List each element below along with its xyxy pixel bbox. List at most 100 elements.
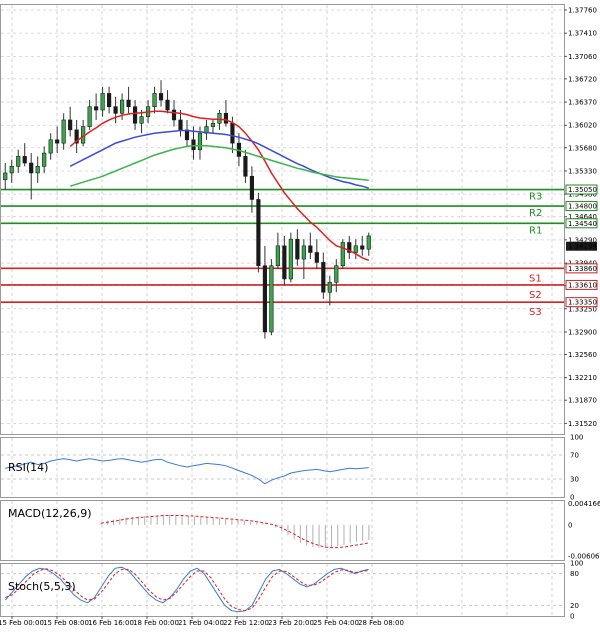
candle-body (139, 116, 144, 124)
y-tick-label: 1.34980 (568, 191, 597, 199)
candle-body (301, 245, 306, 260)
candle-body (22, 156, 27, 164)
level-price-box (565, 201, 598, 212)
y-tick-label: 1.36020 (568, 122, 597, 130)
candle-body (197, 132, 203, 151)
candle-body (9, 166, 14, 174)
candle-body (230, 122, 235, 144)
rsi-tick-label: 100 (570, 434, 583, 442)
stoch-d-line (5, 568, 369, 612)
candle-body (210, 122, 216, 127)
macd-title: MACD(12,26,9) (8, 507, 92, 520)
time-label: 22 Feb 12:00 (223, 619, 269, 627)
stoch-title: Stoch(5,5,3) (8, 580, 76, 593)
panel-macd (0, 500, 565, 561)
level-price-label: 1.34800 (568, 203, 597, 211)
time-label: 18 Feb 00:00 (133, 619, 179, 627)
level-price-label: 1.34540 (568, 220, 597, 228)
candle-body (334, 265, 339, 283)
candle-body (347, 242, 352, 253)
candle-body (100, 93, 105, 111)
y-tick-label: 1.35680 (568, 144, 597, 152)
candle-body (308, 245, 313, 253)
time-label: 15 Feb 00:00 (0, 619, 44, 627)
candle-body (314, 252, 319, 263)
macd-tick-label: -0.006068 (568, 553, 600, 561)
candle-body (269, 265, 274, 333)
candle-body (178, 119, 183, 131)
stoch-k-line (5, 566, 369, 613)
candle-body (256, 199, 261, 267)
candle-body (249, 175, 254, 200)
candle-body (223, 113, 229, 124)
level-name-r1: R1 (529, 225, 542, 236)
current-price-label: 1.34194 (568, 243, 597, 251)
y-tick-label: 1.34290 (568, 236, 597, 244)
level-price-box (565, 218, 598, 229)
candle-body (243, 156, 248, 177)
current-price-box (566, 241, 597, 251)
candle-body (152, 93, 157, 107)
stoch-tick-label: 0 (570, 613, 574, 621)
candle-body (29, 162, 34, 174)
panel-main (0, 4, 565, 435)
level-price-label: 1.33860 (568, 265, 597, 273)
rsi-tick-label: 30 (570, 476, 579, 484)
level-name-s2: S2 (529, 290, 542, 301)
level-price-box (565, 279, 598, 290)
candle-body (74, 129, 79, 144)
candle-body (3, 172, 8, 180)
level-price-box (565, 184, 598, 195)
level-price-box (565, 263, 598, 274)
candle-body (288, 238, 293, 280)
level-price-box (565, 297, 598, 308)
candle-body (132, 106, 138, 124)
stoch-tick-label: 100 (570, 560, 583, 568)
rsi-line (5, 458, 369, 485)
candle-body (353, 245, 358, 253)
candle-body (366, 235, 371, 250)
candle-body (120, 99, 125, 114)
candle-body (282, 245, 287, 280)
time-label: 16 Feb 16:00 (88, 619, 134, 627)
y-tick-label: 1.31520 (568, 420, 597, 428)
candle-body (107, 93, 112, 107)
candle-body (113, 106, 118, 114)
panel-stoch (0, 563, 565, 617)
level-price-label: 1.33350 (568, 299, 597, 307)
time-label: 15 Feb 08:00 (43, 619, 89, 627)
y-tick-label: 1.36370 (568, 99, 597, 107)
macd-signal-line (101, 515, 369, 549)
y-tick-label: 1.32210 (568, 374, 597, 382)
y-tick-label: 1.32560 (568, 351, 597, 359)
candle-body (360, 245, 365, 250)
candle-body (262, 265, 267, 333)
stoch-tick-label: 80 (570, 570, 579, 578)
candle-body (126, 99, 131, 107)
y-tick-label: 1.37410 (568, 30, 597, 38)
candle-body (87, 106, 92, 127)
candle-body (275, 245, 280, 267)
candle-body (48, 139, 53, 154)
time-label: 23 Feb 20:00 (268, 619, 314, 627)
y-tick-label: 1.31870 (568, 397, 597, 405)
y-tick-label: 1.36720 (568, 75, 597, 83)
level-name-s3: S3 (529, 307, 542, 318)
macd-tick-label: 0.004166 (568, 500, 600, 508)
time-label: 21 Feb 04:00 (178, 619, 224, 627)
candle-body (61, 119, 66, 144)
candle-body (94, 106, 99, 111)
candle-body (16, 156, 21, 167)
level-price-label: 1.35050 (568, 186, 597, 194)
y-tick-label: 1.33250 (568, 305, 597, 313)
candle-body (321, 262, 326, 293)
stoch-tick-label: 20 (570, 602, 579, 610)
candle-body (327, 281, 332, 293)
candle-body (35, 166, 40, 174)
candle-body (191, 139, 196, 151)
y-tick-label: 1.35330 (568, 167, 597, 175)
level-name-r2: R2 (529, 208, 542, 219)
candle-body (42, 152, 47, 167)
